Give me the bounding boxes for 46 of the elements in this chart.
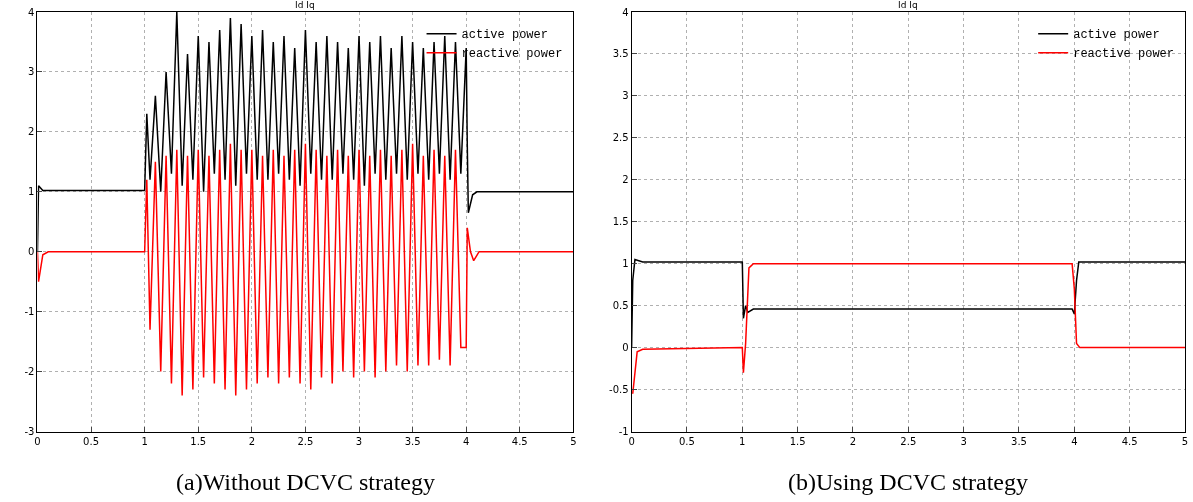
y-tick-label: 2.5 xyxy=(612,132,629,144)
x-tick-label: 0.5 xyxy=(679,435,695,447)
x-tick-label: 1 xyxy=(141,435,148,447)
legend-label: active power xyxy=(1073,28,1160,43)
y-tick-label: -2 xyxy=(24,366,35,378)
x-tick-label: 0.5 xyxy=(83,435,100,447)
y-tick-label: -3 xyxy=(24,426,35,438)
x-tick-label: 3.5 xyxy=(404,435,421,447)
x-tick-label: 2 xyxy=(248,435,256,447)
y-tick-label: 1 xyxy=(28,186,35,198)
x-tick-label: 5 xyxy=(570,435,577,447)
x-tick-label: 3 xyxy=(960,435,967,447)
y-tick-label: 0 xyxy=(622,342,629,354)
y-tick-label: 0 xyxy=(28,246,35,258)
y-tick-label: 1 xyxy=(622,258,629,270)
x-tick-label: 5 xyxy=(1181,435,1189,447)
x-tick-label: 4.5 xyxy=(511,435,528,447)
x-tick-label: 4.5 xyxy=(1121,435,1138,447)
x-tick-label: 1.5 xyxy=(789,435,806,447)
y-tick-label: 2 xyxy=(28,126,35,138)
y-tick-label: 0.5 xyxy=(612,300,629,312)
text: (a)Without DCVC strategy xyxy=(176,469,435,495)
y-tick-label: 3 xyxy=(28,66,35,78)
y-tick-label: -1 xyxy=(24,306,35,318)
y-tick-label: -0.5 xyxy=(609,384,629,396)
chart-title: Id Iq xyxy=(295,0,315,10)
y-tick-label: 2 xyxy=(622,174,629,186)
x-tick-label: 4 xyxy=(1071,435,1078,447)
legend-label: active power xyxy=(461,28,548,43)
y-tick-label: 4 xyxy=(28,6,35,18)
legend-label: reactive power xyxy=(1073,47,1174,62)
x-tick-label: 1.5 xyxy=(190,435,207,447)
x-tick-label: 3.5 xyxy=(1011,435,1027,447)
x-tick-label: 4 xyxy=(463,435,470,447)
x-tick-label: 3 xyxy=(355,435,363,447)
chart-title: Id Iq xyxy=(898,0,918,10)
y-tick-label: 3.5 xyxy=(612,48,629,60)
y-tick-label: 1.5 xyxy=(612,216,629,228)
x-tick-label: 2.5 xyxy=(297,435,314,447)
y-tick-label: -1 xyxy=(618,426,629,438)
x-tick-label: 1 xyxy=(739,435,746,447)
text: (b)Using DCVC strategy xyxy=(788,469,1028,495)
y-tick-label: 3 xyxy=(622,90,629,102)
x-tick-label: 2.5 xyxy=(900,435,917,447)
y-tick-label: 4 xyxy=(622,6,629,18)
x-tick-label: 2 xyxy=(849,435,857,447)
